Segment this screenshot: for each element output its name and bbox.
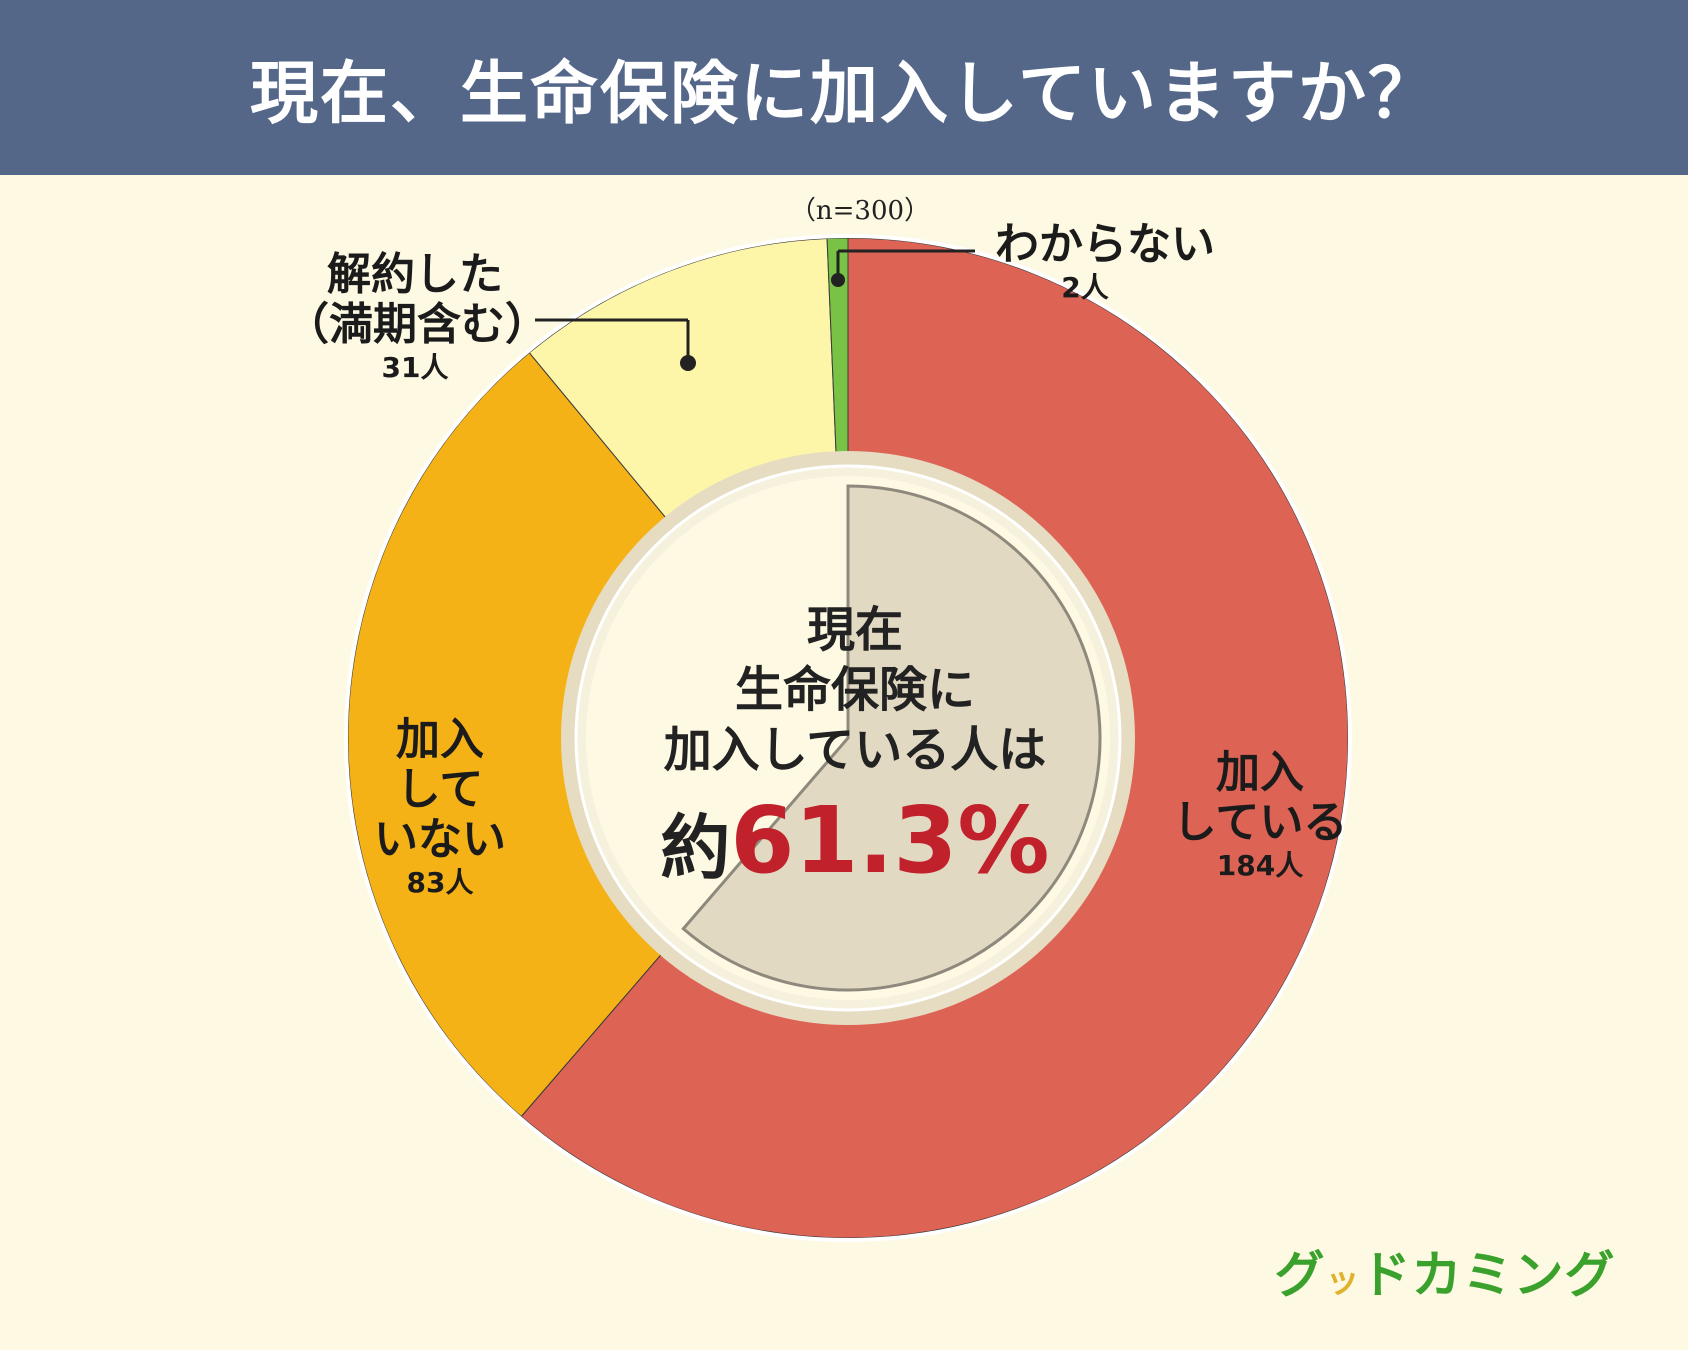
- brand-logo: グッドカミング: [1265, 1235, 1625, 1307]
- slice-label-joined-line1: 加入: [1216, 747, 1304, 798]
- slice-label-canceled: 解約した （満期含む） 31人: [285, 249, 549, 386]
- slice-label-not-line2: して: [396, 764, 484, 815]
- brand-logo-part3: ドカミング: [1360, 1246, 1616, 1304]
- highlight-wedge: [681, 484, 1102, 992]
- center-percent: 61.3%: [730, 787, 1050, 894]
- slice-label-joined: 加入 している 184人: [1150, 748, 1370, 884]
- slice-label-canceled-line2: （満期含む）: [285, 299, 549, 350]
- center-line-2: 生命保険に: [734, 662, 975, 718]
- brand-logo-part1: グ: [1274, 1246, 1326, 1304]
- center-highlight: 約61.3%: [575, 786, 1135, 922]
- sample-size-note: （n=300）: [789, 196, 931, 226]
- leader-dot-canceled: [680, 355, 696, 371]
- slice-count-joined: 184人: [1216, 849, 1304, 882]
- slice-label-unknown-text: わからない: [995, 219, 1215, 270]
- slice-count-unknown: 2人: [1061, 271, 1109, 304]
- page-title: 現在、生命保険に加入していますか？: [250, 55, 1438, 134]
- outer-ring: [344, 234, 1352, 1242]
- slice-label-canceled-line1: 解約した: [327, 249, 503, 300]
- center-line-3: 加入している人は: [663, 722, 1047, 778]
- slice-count-not: 83人: [406, 866, 474, 899]
- leader-dot-unknown: [831, 273, 845, 287]
- inner-ring-edge: [574, 464, 1122, 1012]
- brand-logo-part2: ッ: [1325, 1261, 1361, 1301]
- header-bar: 現在、生命保険に加入していますか？: [0, 0, 1688, 175]
- slice-label-not-line3: いない: [374, 814, 506, 865]
- center-prefix: 約: [660, 807, 731, 889]
- slice-label-unknown: わからない 2人: [975, 220, 1235, 306]
- slice-label-not-line1: 加入: [396, 714, 484, 765]
- leader-lines: [535, 249, 975, 371]
- slice-label-joined-line2: している: [1172, 797, 1348, 848]
- center-line-1: 現在: [806, 602, 903, 658]
- center-summary: 現在 生命保険に 加入している人は 約61.3%: [575, 600, 1135, 922]
- slice-count-canceled: 31人: [381, 351, 449, 384]
- slice-label-not: 加入 して いない 83人: [340, 715, 540, 901]
